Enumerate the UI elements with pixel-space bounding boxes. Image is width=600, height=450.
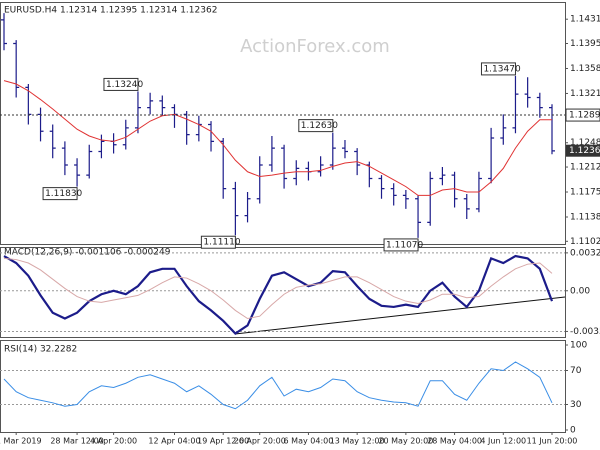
x-tick-label: 28 May 04:00 <box>427 437 482 446</box>
annotation-label: 1.11830 <box>45 189 82 199</box>
annotation-label: 1.13470 <box>483 64 520 74</box>
x-tick-label: 11 Jun 20:00 <box>527 437 578 446</box>
ohlc-bar <box>500 114 507 145</box>
annotation-box <box>42 187 78 201</box>
ohlc-bar <box>134 91 141 134</box>
x-tick-label: 4 Apr 20:00 <box>90 437 137 446</box>
ohlc-bar <box>378 175 385 199</box>
x-tick-label: 4 Jun 12:00 <box>480 437 526 446</box>
watermark: ActionForex.com <box>240 36 390 57</box>
reference-box <box>565 108 600 122</box>
rsi-panel <box>0 340 566 433</box>
ohlc-bar <box>208 121 215 152</box>
ohlc-bar <box>524 77 531 108</box>
y-tick-label: 1.13580 <box>570 64 600 74</box>
y-tick-label: 30 <box>570 400 582 410</box>
macd-panel <box>0 247 566 338</box>
ohlc-bar <box>390 183 397 206</box>
price-panel <box>0 2 566 245</box>
ohlc-bar <box>268 135 275 172</box>
y-tick-label: 1.13210 <box>570 89 600 99</box>
ohlc-bar <box>147 92 154 115</box>
x-tick-label: 6 May 04:00 <box>284 437 334 446</box>
ohlc-bar <box>341 140 348 159</box>
ohlc-bar <box>98 134 105 159</box>
x-tick-label: 20 May 20:00 <box>378 437 433 446</box>
y-tick-label: 1.12120 <box>570 163 600 173</box>
x-tick-label: 28 Mar 12:00 <box>50 437 103 446</box>
x-tick-label: 19 Apr 12:00 <box>197 437 249 446</box>
annotation-box <box>480 62 516 76</box>
y-tick-label: 0.003278 <box>570 248 600 258</box>
ohlc-bar <box>415 195 422 238</box>
ohlc-bar <box>488 127 495 184</box>
panel-title: MACD(12,26,9) -0.001106 -0.000249 <box>4 248 171 258</box>
ohlc-bar <box>195 115 202 142</box>
ohlc-bar <box>37 107 44 142</box>
annotation-box <box>200 235 236 249</box>
y-tick-label: 1.11750 <box>570 188 600 198</box>
x-tick-label: 13 May 12:00 <box>330 437 385 446</box>
ohlc-bar <box>317 156 324 177</box>
y-tick-label: 1.14310 <box>570 15 600 25</box>
ohlc-bar <box>293 160 300 186</box>
ohlc-bar <box>463 194 470 220</box>
reference-label: 1.12890 <box>569 111 600 121</box>
ohlc-bar <box>171 104 178 128</box>
annotation-box <box>298 119 334 133</box>
ohlc-bar <box>427 171 434 226</box>
annotation-label: 1.11110 <box>203 238 240 248</box>
annotation-label: 1.13240 <box>106 80 143 90</box>
moving-average <box>3 80 552 196</box>
x-tick-label: 12 Apr 04:00 <box>148 437 200 446</box>
y-tick-label: 1.12480 <box>570 138 600 148</box>
ohlc-bar <box>402 189 409 209</box>
ohlc-bar <box>110 133 117 154</box>
y-tick-label: -0.003519 <box>570 327 600 337</box>
ohlc-bar <box>451 171 458 208</box>
annotation-box <box>383 238 419 252</box>
line-series <box>3 257 553 320</box>
ohlc-bar <box>61 141 68 176</box>
ohlc-bar <box>74 158 81 187</box>
ohlc-bar <box>281 144 288 189</box>
ohlc-bar <box>536 92 543 118</box>
x-tick-label: 26 Apr 20:00 <box>234 437 286 446</box>
line-series <box>3 254 554 335</box>
y-tick-label: 1.13950 <box>570 39 600 49</box>
annotation-box <box>103 77 139 91</box>
ohlc-bar <box>439 167 446 186</box>
y-tick-label: 1.11380 <box>570 212 600 222</box>
ohlc-bar <box>13 40 20 98</box>
last-price-label: 1.12362 <box>569 146 600 156</box>
ohlc-bar <box>49 124 56 159</box>
panel-title: RSI(14) 32.2282 <box>4 345 77 355</box>
ohlc-bar <box>122 119 129 150</box>
y-tick-label: 1.11020 <box>570 237 600 247</box>
y-tick-label: 100 <box>570 341 587 351</box>
macd-trendline <box>234 296 566 335</box>
ohlc-bar <box>329 132 336 170</box>
ohlc-bar <box>244 192 251 223</box>
last-price-box <box>566 144 600 157</box>
ohlc-bar <box>232 181 239 236</box>
annotation-label: 1.12630 <box>301 121 338 131</box>
ohlc-bar <box>512 75 519 134</box>
ohlc-bar <box>183 111 190 145</box>
ohlc-bar <box>549 104 555 155</box>
x-tick-label: 21 Mar 2019 <box>0 437 42 446</box>
ohlc-bar <box>86 144 93 179</box>
y-tick-label: 70 <box>570 366 582 376</box>
y-tick-label: 0.00 <box>570 286 590 296</box>
y-tick-label: 0 <box>570 426 576 436</box>
annotation-label: 1.11070 <box>386 240 423 250</box>
line-series <box>3 361 553 410</box>
ohlc-bar <box>159 95 166 116</box>
ohlc-bar <box>256 156 263 204</box>
ohlc-bar <box>1 13 7 51</box>
panel-title: EURUSD.H4 1.12314 1.12395 1.12314 1.1236… <box>4 6 217 16</box>
